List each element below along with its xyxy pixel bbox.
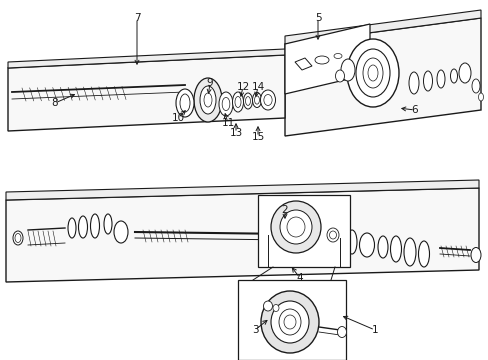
Polygon shape [285,10,480,44]
Ellipse shape [478,93,483,101]
Ellipse shape [458,63,470,83]
Ellipse shape [15,234,21,243]
Ellipse shape [436,70,444,88]
Ellipse shape [272,305,279,311]
Ellipse shape [470,248,480,262]
Ellipse shape [362,58,382,88]
Text: 7: 7 [133,13,140,23]
Text: 13: 13 [229,128,242,138]
Ellipse shape [340,59,354,81]
Ellipse shape [200,86,216,114]
Ellipse shape [270,201,320,253]
Ellipse shape [261,291,318,353]
Ellipse shape [90,214,99,238]
Polygon shape [6,188,478,282]
Polygon shape [285,24,369,94]
Bar [238,280,346,360]
Text: 9: 9 [206,78,213,88]
Text: 6: 6 [411,105,417,115]
Ellipse shape [245,96,250,105]
Ellipse shape [180,94,190,112]
Ellipse shape [219,92,232,116]
Ellipse shape [68,218,76,238]
Ellipse shape [359,233,374,257]
Polygon shape [294,58,311,70]
Ellipse shape [270,301,308,343]
Ellipse shape [13,231,23,245]
Ellipse shape [243,93,252,109]
Ellipse shape [194,78,222,122]
Ellipse shape [377,236,387,258]
Ellipse shape [355,49,389,97]
Ellipse shape [471,79,479,93]
Ellipse shape [203,93,212,107]
Text: 11: 11 [221,118,234,128]
Ellipse shape [114,221,128,243]
Ellipse shape [418,241,428,267]
Ellipse shape [252,93,261,108]
Text: 14: 14 [251,82,264,92]
Polygon shape [8,55,285,131]
Text: 5: 5 [314,13,321,23]
Ellipse shape [260,90,275,110]
Text: 15: 15 [251,132,264,142]
Ellipse shape [254,96,259,104]
Ellipse shape [264,94,271,105]
Ellipse shape [286,217,305,237]
Ellipse shape [346,230,356,254]
Ellipse shape [284,315,295,329]
Ellipse shape [79,216,87,238]
Ellipse shape [449,69,457,83]
Ellipse shape [390,236,401,262]
Ellipse shape [279,309,301,335]
Ellipse shape [104,214,112,234]
Ellipse shape [403,238,415,266]
Ellipse shape [232,92,243,112]
Ellipse shape [337,327,346,338]
Ellipse shape [335,70,344,82]
Ellipse shape [408,72,418,94]
Polygon shape [285,18,480,136]
Text: 4: 4 [296,273,303,283]
Polygon shape [6,180,478,200]
Ellipse shape [235,96,241,108]
Text: 2: 2 [281,205,288,215]
Ellipse shape [222,98,229,111]
Ellipse shape [326,228,338,242]
Text: 12: 12 [236,82,249,92]
Bar [258,195,349,267]
Ellipse shape [263,301,272,311]
Ellipse shape [367,65,377,81]
Ellipse shape [331,227,342,253]
Ellipse shape [317,226,327,250]
Text: 1: 1 [371,325,378,335]
Text: 3: 3 [251,325,258,335]
Ellipse shape [329,231,336,239]
Ellipse shape [423,71,431,91]
Text: 10: 10 [171,113,184,123]
Ellipse shape [305,226,314,248]
Ellipse shape [280,210,311,244]
Ellipse shape [346,39,398,107]
Ellipse shape [314,56,328,64]
Ellipse shape [333,54,341,58]
Text: 8: 8 [52,98,58,108]
Ellipse shape [176,89,194,117]
Polygon shape [8,49,285,68]
